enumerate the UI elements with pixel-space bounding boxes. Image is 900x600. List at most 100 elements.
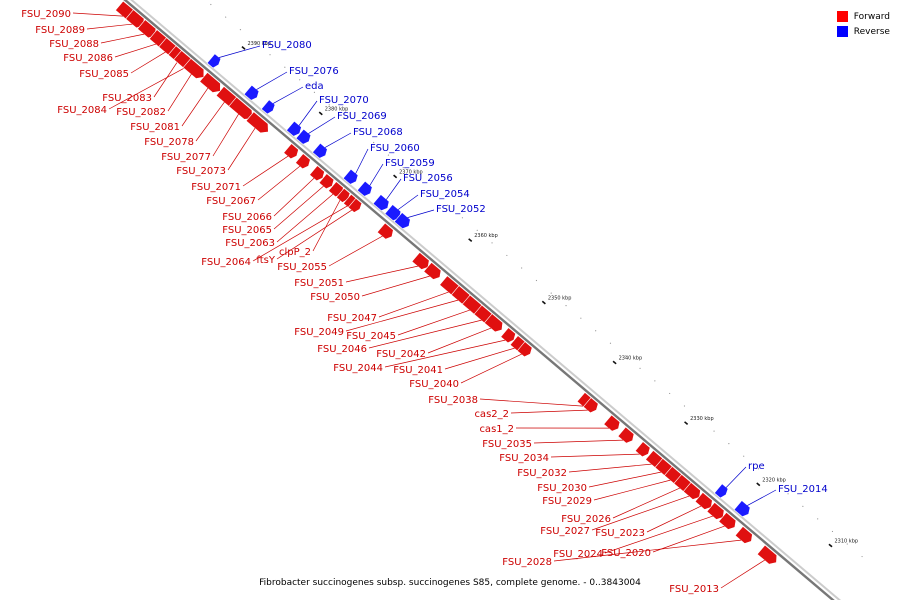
forward-leader-line <box>720 559 765 589</box>
forward-leader-line <box>427 327 492 354</box>
reverse-gene-rpe <box>713 483 729 499</box>
forward-gene-fsu-2034 <box>634 441 651 458</box>
forward-leader-line <box>550 453 640 458</box>
minor-tick-dot <box>728 443 730 445</box>
scale-tick <box>468 238 473 243</box>
forward-leader-line <box>384 339 506 368</box>
forward-gene-label: cas1_2 <box>479 424 514 435</box>
reverse-leader-line <box>386 178 402 200</box>
forward-gene-label: FSU_2038 <box>428 395 478 406</box>
scale-tick <box>612 360 617 365</box>
forward-gene-label: FSU_2064 <box>201 257 251 268</box>
reverse-leader-line <box>397 194 419 210</box>
forward-swatch <box>836 11 848 22</box>
scale-tick <box>756 482 761 487</box>
reverse-gene-fsu-2076 <box>243 84 260 101</box>
forward-gene-label: FSU_2026 <box>561 514 611 525</box>
reverse-leader-line <box>407 209 435 218</box>
minor-tick-dot <box>447 204 449 206</box>
forward-gene-fsu-2071 <box>283 143 299 160</box>
forward-gene-label: FSU_2023 <box>595 528 645 539</box>
minor-tick-dot <box>313 91 316 93</box>
forward-gene-label: FSU_2065 <box>222 225 272 236</box>
forward-gene-label: FSU_2032 <box>517 468 567 479</box>
forward-leader-line <box>593 479 671 501</box>
forward-gene-label: FSU_2082 <box>116 107 166 118</box>
minor-tick-dot <box>387 154 390 156</box>
minor-tick-dot <box>817 518 819 520</box>
minor-tick-dot <box>328 104 330 106</box>
minor-tick-dot <box>654 380 656 382</box>
reverse-leader-line <box>369 163 384 186</box>
reverse-leader-line <box>725 466 747 488</box>
forward-gene-label: FSU_2020 <box>601 548 651 559</box>
forward-gene-label: FSU_2027 <box>540 526 590 537</box>
forward-leader-line <box>276 209 353 260</box>
minor-tick-dot <box>254 41 256 43</box>
forward-gene-fsu-2042 <box>483 313 504 333</box>
forward-leader-line <box>368 319 482 349</box>
forward-leader-line <box>591 495 690 531</box>
forward-leader-line <box>252 205 348 262</box>
forward-leader-line <box>604 515 713 554</box>
forward-gene-label: FSU_2067 <box>206 196 256 207</box>
forward-leader-line <box>568 463 652 473</box>
forward-leader-line <box>72 12 124 17</box>
forward-gene-label: FSU_2034 <box>499 453 549 464</box>
minor-tick-dot <box>565 305 567 307</box>
minor-tick-dot <box>417 179 419 181</box>
reverse-leader-line <box>324 132 352 148</box>
forward-gene-label: FSU_2035 <box>482 439 532 450</box>
reverse-gene-fsu-2060 <box>342 168 359 185</box>
forward-leader-line <box>108 67 185 110</box>
forward-gene-fsu-2024 <box>706 501 725 520</box>
forward-gene-fsu-2065 <box>318 173 335 190</box>
forward-leader-line <box>242 155 289 187</box>
forward-gene-fsu-2081 <box>199 71 221 93</box>
forward-gene-fsu-2050 <box>423 261 442 280</box>
reverse-leader-line <box>272 86 304 104</box>
forward-leader-line <box>212 113 239 157</box>
forward-leader-line <box>444 347 515 370</box>
minor-tick-dot <box>580 317 582 319</box>
minor-tick-dot <box>713 430 715 432</box>
forward-gene-label: FSU_2081 <box>130 122 180 133</box>
forward-gene-fsu-2082 <box>182 57 205 79</box>
forward-leader-line <box>100 33 145 44</box>
forward-leader-line <box>460 353 522 384</box>
forward-gene-fsu-2055 <box>376 222 394 240</box>
reverse-gene-fsu-2068 <box>312 142 328 159</box>
forward-gene-fsu-2073 <box>245 111 269 134</box>
forward-gene-label: FSU_2041 <box>393 365 443 376</box>
minor-tick-dot <box>476 229 478 231</box>
reverse-gene-label: FSU_2059 <box>385 158 435 169</box>
forward-gene-label: FSU_2045 <box>346 331 396 342</box>
forward-leader-line <box>397 309 470 336</box>
scale-tick <box>393 174 398 179</box>
reverse-gene-fsu-2059 <box>356 180 373 197</box>
reverse-gene-fsu-2056 <box>372 194 390 212</box>
reverse-gene-label: FSU_2080 <box>262 40 312 51</box>
forward-gene-label: FSU_2024 <box>553 549 603 560</box>
minor-tick-dot <box>491 242 493 244</box>
reverse-gene-fsu-2070 <box>286 120 302 137</box>
genome-caption: Fibrobacter succinogenes subsp. succinog… <box>259 578 641 588</box>
reverse-gene-fsu-2014 <box>733 500 751 518</box>
scale-tick-label: 2370 kbp <box>399 169 423 175</box>
forward-leader-line <box>646 505 702 533</box>
minor-tick-dot <box>239 29 242 31</box>
forward-leader-line <box>378 291 449 318</box>
backbone-line <box>123 0 835 600</box>
forward-leader-line <box>652 525 725 553</box>
reverse-gene-label: FSU_2069 <box>337 111 387 122</box>
forward-gene-clpp-2 <box>335 187 351 203</box>
minor-tick-dot <box>299 79 301 81</box>
reverse-gene-label: FSU_2014 <box>778 484 828 495</box>
scale-tick-label: 2360 kbp <box>474 233 498 239</box>
forward-leader-line <box>86 23 133 30</box>
forward-gene-label: FSU_2084 <box>57 105 107 116</box>
forward-leader-line <box>510 409 588 414</box>
scale-tick <box>828 543 833 548</box>
forward-gene-label: FSU_2090 <box>21 9 71 20</box>
minor-tick-dot <box>535 279 538 282</box>
